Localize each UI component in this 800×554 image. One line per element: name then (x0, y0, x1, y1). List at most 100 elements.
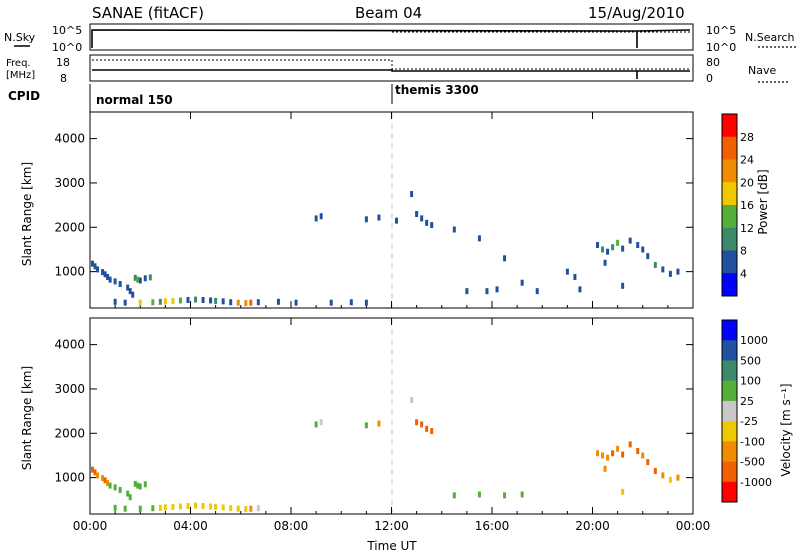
data-point (420, 421, 424, 428)
colorbar-segment (722, 320, 737, 341)
data-point (128, 288, 132, 295)
x-tick-label: 00:00 (73, 519, 108, 533)
data-point (668, 476, 672, 483)
data-point (611, 244, 615, 251)
data-point (171, 503, 175, 510)
data-point (377, 214, 381, 221)
colorbar-segment (722, 205, 737, 229)
data-point (186, 297, 190, 304)
data-point (113, 278, 117, 285)
data-point (621, 451, 625, 458)
data-point (646, 459, 650, 466)
x-tick-label: 20:00 (575, 519, 610, 533)
data-point (244, 300, 248, 307)
data-point (603, 259, 607, 266)
y-tick-label: 1000 (54, 471, 85, 485)
nave-tick-bottom: 0 (706, 72, 713, 85)
freq-panel (89, 54, 694, 82)
data-point (113, 504, 117, 511)
data-point (136, 276, 140, 283)
data-point (103, 271, 107, 278)
data-point (113, 298, 117, 305)
colorbar-segment (722, 114, 737, 138)
data-point (616, 239, 620, 246)
xlabel: Time UT (366, 539, 417, 553)
data-point (425, 219, 429, 226)
data-point (578, 286, 582, 293)
colorbar-segment (722, 461, 737, 483)
y-tick-label: 2000 (54, 426, 85, 440)
x-tick-label: 12:00 (374, 519, 409, 533)
colorbar-tick-label: 20 (740, 176, 754, 189)
freq-label-2: [MHz] (6, 70, 35, 81)
data-point (143, 275, 147, 282)
data-point (138, 505, 142, 512)
velocity-ylabel: Slant Range [km] (20, 366, 34, 470)
data-point (133, 274, 137, 281)
data-point (520, 279, 524, 286)
data-point (133, 480, 137, 487)
data-point (621, 282, 625, 289)
colorbar-segment (722, 273, 737, 297)
data-point (628, 441, 632, 448)
data-point (93, 469, 97, 476)
data-point (596, 450, 600, 457)
data-point (209, 503, 213, 510)
data-point (118, 281, 122, 288)
data-point (621, 488, 625, 495)
freq-trace (92, 69, 690, 79)
data-point (425, 425, 429, 432)
data-point (319, 213, 323, 220)
data-point (106, 479, 110, 486)
data-point (641, 452, 645, 459)
data-point (113, 484, 117, 491)
nsky-tick-top: 10^5 (52, 24, 82, 37)
nsky-panel (89, 23, 694, 51)
data-point (148, 274, 152, 281)
nsearch-tick-top: 10^5 (706, 24, 736, 37)
data-point (503, 492, 507, 499)
data-point (118, 487, 122, 494)
colorbar-tick-label: -500 (740, 456, 765, 469)
data-point (171, 297, 175, 304)
data-point (101, 475, 105, 482)
data-point (236, 299, 240, 306)
data-point (485, 288, 489, 295)
data-point (96, 266, 100, 273)
data-point (495, 286, 499, 293)
data-point (244, 506, 248, 513)
data-point (256, 299, 260, 306)
data-point (108, 482, 112, 489)
colorbar-segment (722, 136, 737, 160)
data-point (596, 242, 600, 249)
colorbar-tick-label: 12 (740, 222, 754, 235)
data-point (616, 445, 620, 452)
y-tick-label: 3000 (54, 382, 85, 396)
data-point (636, 448, 640, 455)
colorbar-segment (722, 340, 737, 361)
nsearch-label: N.Search (745, 31, 795, 44)
colorbar-segment (722, 481, 737, 503)
data-point (201, 297, 205, 304)
data-point (603, 465, 607, 472)
data-point (676, 268, 680, 275)
data-point (410, 397, 414, 404)
colorbar-tick-label: 500 (740, 354, 761, 367)
colorbar-segment (722, 360, 737, 381)
data-point (601, 246, 605, 253)
colorbar-tick-label: 25 (740, 395, 754, 408)
data-point (420, 215, 424, 222)
data-point (163, 298, 167, 305)
data-point (349, 299, 353, 306)
colorbar-tick-label: -100 (740, 435, 765, 448)
data-point (641, 246, 645, 253)
nsky-label: N.Sky (4, 31, 36, 44)
data-point (503, 255, 507, 262)
nave-tick-top: 80 (706, 56, 720, 69)
data-point (123, 505, 127, 512)
data-point (158, 504, 162, 511)
data-point (636, 242, 640, 249)
colorbar-segment (722, 441, 737, 462)
data-point (410, 191, 414, 198)
